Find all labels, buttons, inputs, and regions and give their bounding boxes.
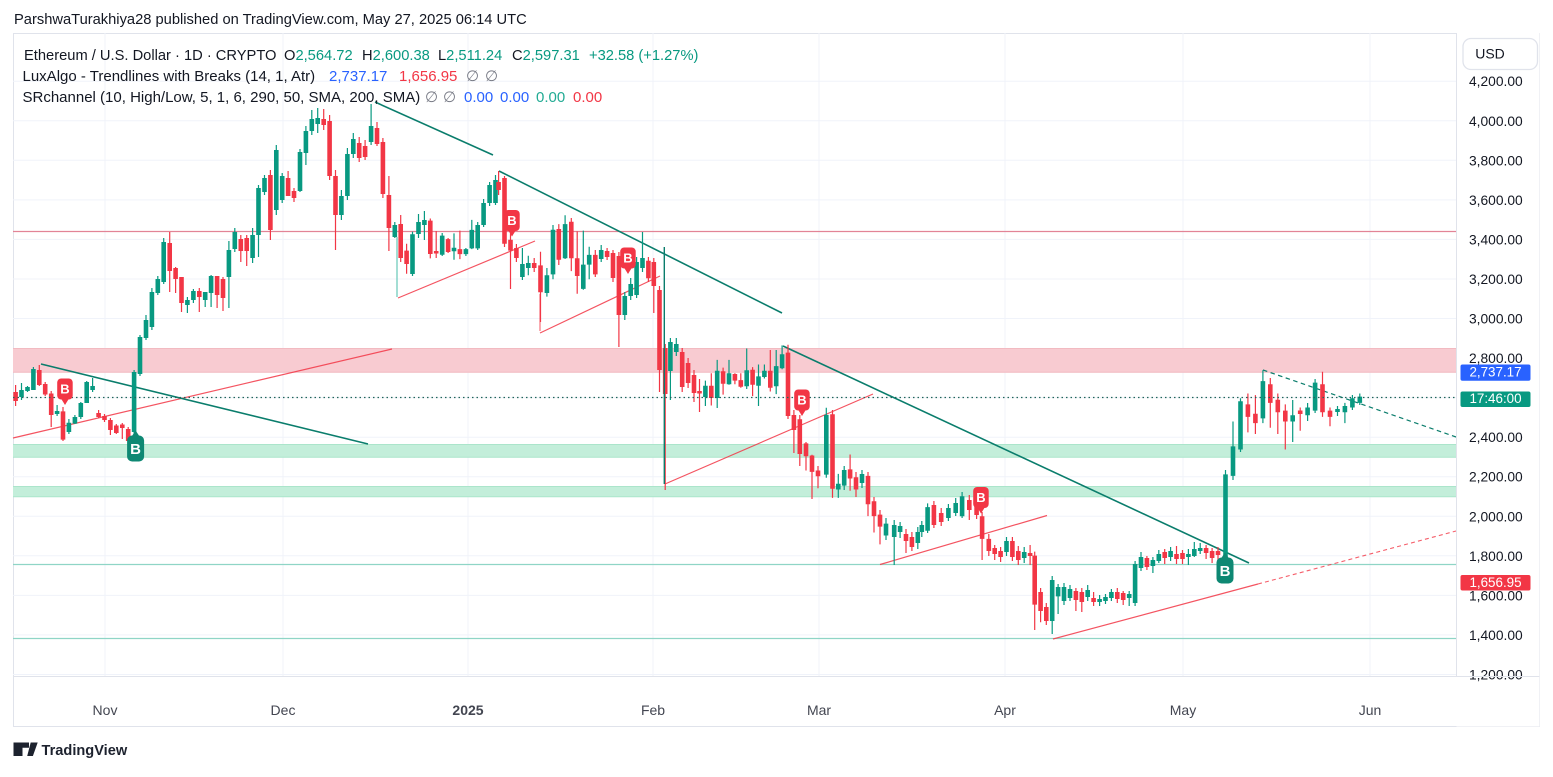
svg-text:LuxAlgo - Trendlines with Brea: LuxAlgo - Trendlines with Breaks (14, 1,… xyxy=(23,68,499,85)
svg-text:Ethereum / U.S. Dollar · 1D ·: Ethereum / U.S. Dollar · 1D · CRYPTO O2,5… xyxy=(24,48,698,64)
svg-text:3,800.00: 3,800.00 xyxy=(1469,153,1523,168)
svg-text:4,000.00: 4,000.00 xyxy=(1469,114,1523,129)
svg-text:SRchannel (10, High/Low, 5, 1,: SRchannel (10, High/Low, 5, 1, 6, 290, 5… xyxy=(23,89,603,106)
svg-text:B: B xyxy=(623,251,632,266)
svg-text:4,200.00: 4,200.00 xyxy=(1469,74,1523,89)
svg-text:2,400.00: 2,400.00 xyxy=(1469,430,1523,445)
svg-text:B: B xyxy=(507,213,516,228)
svg-text:3,600.00: 3,600.00 xyxy=(1469,193,1523,208)
svg-text:1,800.00: 1,800.00 xyxy=(1469,549,1523,564)
svg-text:3,200.00: 3,200.00 xyxy=(1469,272,1523,287)
svg-text:2,737.17: 2,737.17 xyxy=(1469,365,1521,380)
svg-text:B: B xyxy=(797,393,806,408)
svg-text:2,000.00: 2,000.00 xyxy=(1469,509,1523,524)
svg-text:B: B xyxy=(60,382,69,397)
svg-text:B: B xyxy=(130,441,141,458)
svg-text:2025: 2025 xyxy=(452,702,483,718)
svg-text:Feb: Feb xyxy=(641,702,665,718)
svg-text:2,200.00: 2,200.00 xyxy=(1469,470,1523,485)
svg-text:B: B xyxy=(1220,563,1231,580)
svg-text:3,400.00: 3,400.00 xyxy=(1469,232,1523,247)
svg-text:USD: USD xyxy=(1475,46,1505,62)
svg-text:TradingView: TradingView xyxy=(42,743,128,759)
svg-text:1,600.00: 1,600.00 xyxy=(1469,588,1523,603)
svg-text:1,400.00: 1,400.00 xyxy=(1469,628,1523,643)
svg-text:2,800.00: 2,800.00 xyxy=(1469,351,1523,366)
svg-text:Dec: Dec xyxy=(271,702,296,718)
svg-text:1,200.00: 1,200.00 xyxy=(1469,668,1523,683)
svg-text:3,000.00: 3,000.00 xyxy=(1469,312,1523,327)
svg-text:1,656.95: 1,656.95 xyxy=(1469,575,1521,590)
svg-text:ParshwaTurakhiya28 published o: ParshwaTurakhiya28 published on TradingV… xyxy=(14,12,527,28)
svg-text:Apr: Apr xyxy=(994,702,1016,718)
svg-text:Mar: Mar xyxy=(807,702,831,718)
svg-text:May: May xyxy=(1170,702,1196,718)
svg-text:17:46:00: 17:46:00 xyxy=(1469,391,1521,406)
svg-text:Jun: Jun xyxy=(1359,702,1382,718)
svg-text:B: B xyxy=(976,490,985,505)
svg-text:Nov: Nov xyxy=(93,702,118,718)
